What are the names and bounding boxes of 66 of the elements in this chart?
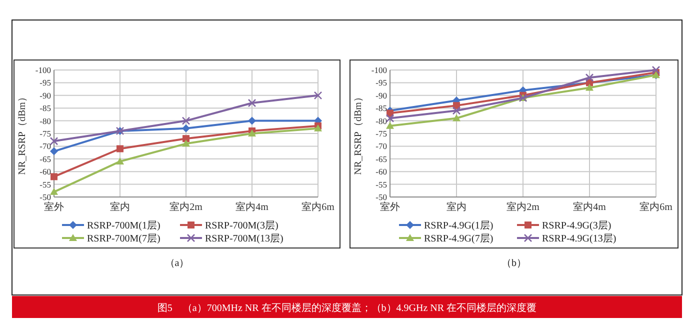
point [386,122,394,129]
legend-label: RSRP-700M(13层) [205,234,284,244]
point [50,173,58,180]
y-tick-label: -65 [376,154,387,164]
y-tick-label: -85 [40,103,51,114]
point [248,98,256,108]
point [586,84,594,91]
x-tick-label: 室内 [446,201,466,213]
y-tick-label: -90 [376,90,387,100]
x-tick-label: 室外 [44,201,64,213]
text: （a） [164,258,190,269]
legend-label: RSRP-4.9G(1层) [424,220,494,232]
y-tick-label: -50 [40,192,51,202]
point [248,130,256,136]
y-tick-label: -100 [371,65,387,75]
y-tick-label: -100 [35,65,51,75]
point [50,147,58,156]
legend-label: RSRP-700M(1层) [87,220,160,232]
y-tick-label: -70 [40,141,51,152]
point [314,91,322,100]
y-tick-label: -95 [376,78,387,88]
y-axis-title: NR_RSRP（dBm） [353,92,364,175]
legend-label: RSRP-4.9G(3层) [542,220,612,232]
y-tick-label: -75 [376,128,387,138]
y-tick-label: -80 [376,116,387,126]
y-tick-label: -65 [40,154,51,164]
y-tick-label: -70 [376,141,387,152]
legend-label: RSRP-700M(3层) [205,220,278,232]
y-tick-label: -85 [376,103,387,114]
x-tick-label: 室内4m [573,201,606,213]
legend-label: RSRP-4.9G(7层) [424,234,494,244]
y-tick-label: -60 [376,166,387,177]
y-tick-label: -50 [376,192,387,202]
x-tick-label: 室外 [380,201,400,213]
y-axis-title: NR_RSRP（dBm） [17,92,28,175]
text: （b） [502,258,526,269]
y-tick-label: -60 [40,166,51,177]
y-tick-label: -95 [40,78,51,88]
y-tick-label: -55 [376,179,387,190]
point [50,136,58,146]
y-tick-label: -90 [40,90,51,100]
x-tick-label: 室内6m [640,201,673,213]
point [116,145,124,152]
point [248,116,256,125]
caption: 图5 （a）700MHz NR 在不同楼层的深度覆盖；（b）4.9GHz NR 在不同楼层的深度覆 [157,302,537,314]
point [182,135,190,142]
x-tick-label: 室内 [110,201,130,213]
point [452,114,460,122]
y-tick-label: -55 [40,179,51,190]
point [182,116,190,125]
point [50,188,58,195]
legend-label: RSRP-4.9G(13层) [542,234,616,244]
x-tick-label: 室内2m [170,201,203,213]
point [585,73,594,82]
y-tick-label: -75 [40,128,51,138]
x-tick-label: 室内4m [236,201,269,213]
point [452,106,461,115]
y-tick-label: -80 [40,116,51,126]
point [386,114,394,122]
x-tick-label: 室内2m [506,201,540,213]
legend-label: RSRP-700M(7层) [87,234,160,244]
point [182,124,190,132]
point [652,66,660,74]
x-tick-label: 室内6m [302,201,335,213]
point [116,157,124,164]
point [182,140,190,147]
